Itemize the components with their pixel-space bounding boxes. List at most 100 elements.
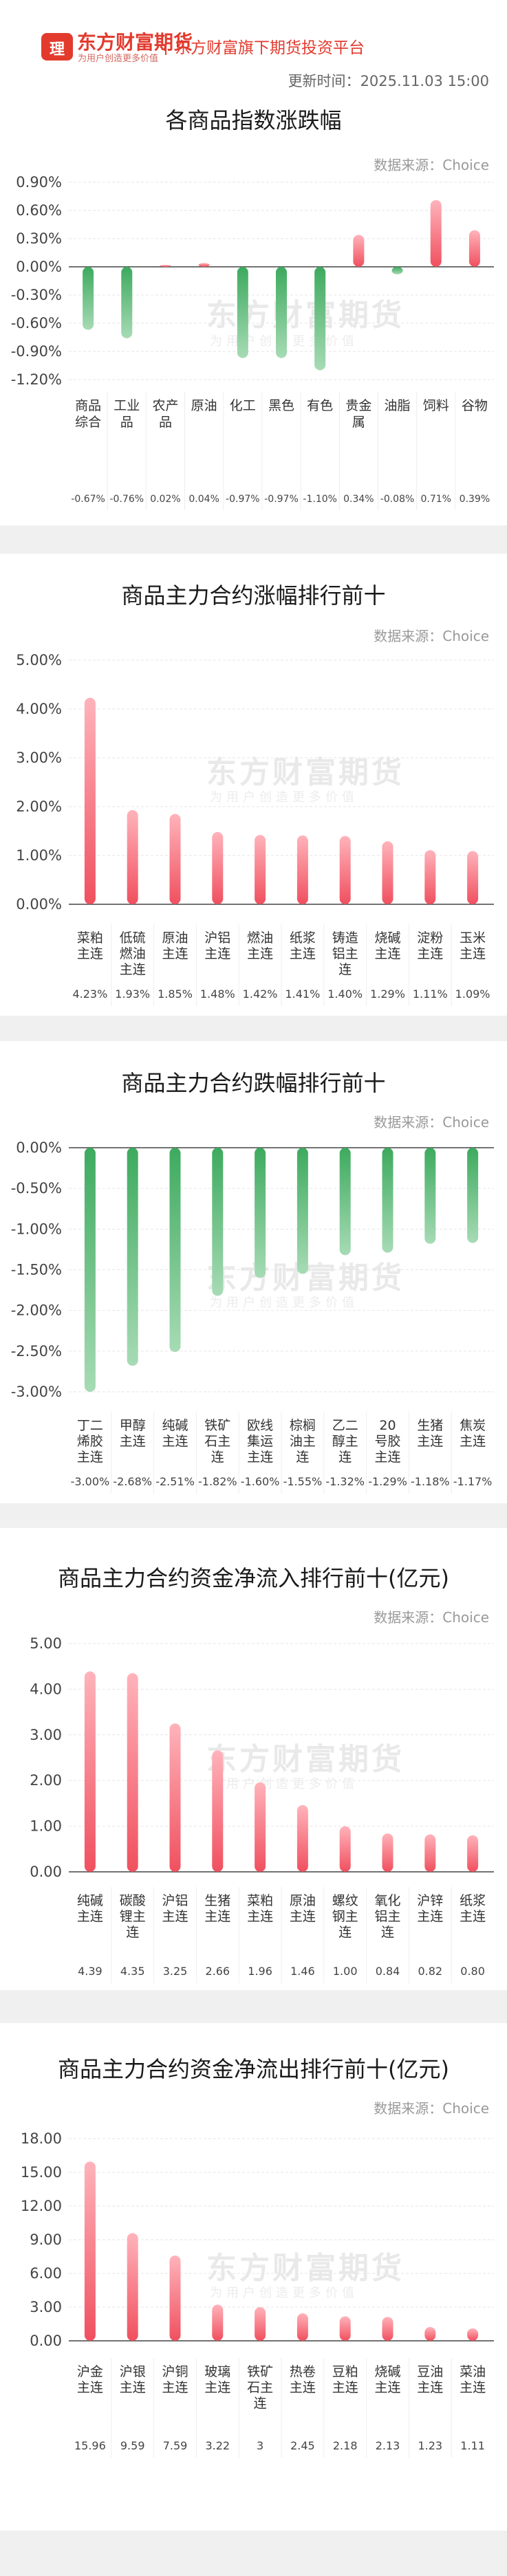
category-label: 螺纹 [332,1893,358,1908]
update-time-label: 更新时间： [288,73,360,89]
value-label: 1.93% [115,987,150,1001]
category-label: 烧碱 [374,930,400,946]
category-label: 醇主 [332,1434,358,1449]
y-tick-label: -0.60% [11,315,62,331]
bar-5 [255,835,266,904]
category-label: 主连 [460,1434,486,1449]
brand-name: 东方财富期货 [77,31,193,54]
value-label: -1.18% [411,1475,450,1488]
category-label: 主连 [374,2380,400,2395]
category-label: 主连 [204,2380,230,2395]
bar-6 [296,835,308,904]
category-label: 燃油 [247,930,273,946]
category-label: 连 [296,1450,309,1465]
category-label: 连 [338,1450,352,1465]
y-tick-label: -0.50% [11,1180,62,1197]
value-label: 0.34% [343,494,374,505]
bar-10 [430,199,442,267]
category-label: 号胶 [374,1434,400,1449]
y-tick-label: 4.00% [16,701,62,717]
category-label: 石主 [204,1434,230,1449]
value-label: 2.13 [376,2439,400,2452]
category-label: 贵金 [345,398,371,413]
bar-9 [391,267,403,274]
value-label: 9.59 [120,2439,145,2452]
update-time: 更新时间：2025.11.03 15:00 [288,70,489,91]
category-label: 铸造 [332,930,358,946]
chart-title: 商品主力合约资金净流入排行前十(亿元) [58,1565,449,1591]
category-label: 主连 [162,1909,188,1924]
top-losers-chart: 0.00% -0.50% -1.00% -1.50% -2.00% -2.50% -3.00… [11,1139,494,1494]
bar-7 [339,1826,351,1872]
category-label: 热卷 [290,2364,316,2379]
y-tick-label: 0.00% [16,896,62,913]
bar-10 [467,2328,479,2341]
value-label: -0.97% [264,494,299,505]
category-label: 主连 [247,1909,273,1924]
bar-5 [255,2307,266,2341]
y-tick-label: 1.00 [30,1818,62,1835]
category-label: 沪铜 [162,2364,188,2379]
category-label: 连 [254,2396,267,2411]
category-label: 主连 [417,2380,443,2395]
value-label: 7.59 [163,2439,188,2452]
category-label: 主连 [120,1434,146,1449]
category-label: 主连 [290,946,316,961]
category-label: 品 [120,415,133,430]
value-label: 1.41% [285,987,320,1001]
chart-title: 商品主力合约资金净流出排行前十(亿元) [58,2056,449,2082]
chart-card-net-outflow: 商品主力合约资金净流出排行前十(亿元) 数据来源：Choice 东方财富期货 为… [0,2023,507,2531]
category-label: 沪银 [120,2364,146,2379]
value-label: 3 [257,2439,263,2452]
bar-5 [237,267,248,358]
category-label: 棕榈 [290,1418,316,1433]
category-label: 欧线 [247,1418,273,1433]
y-tick-label: 2.00% [16,798,62,815]
value-label: -1.29% [368,1475,407,1488]
value-label: -3.00% [71,1475,110,1488]
brand-logo-icon: 理 [41,33,73,61]
bar-1 [84,1148,96,1392]
category-label: 原油 [191,398,217,413]
category-label: 玉米 [460,930,486,946]
category-label: 钢主 [332,1909,358,1924]
chart-title: 商品主力合约跌幅排行前十 [121,1070,386,1096]
y-tick-label: -1.50% [11,1262,62,1278]
chart-card-top-losers: 商品主力合约跌幅排行前十 数据来源：Choice 东方财富期货 为用户创造更多价… [0,1041,507,1503]
bar-3 [169,814,181,904]
chart-card-index-change: 各商品指数涨跌幅 数据来源：Choice 东方财富期货 为用户创造更多价值 0.… [0,91,507,525]
chart-card-net-inflow: 商品主力合约资金净流入排行前十(亿元) 数据来源：Choice 东方财富期货 为… [0,1528,507,1990]
y-tick-label: -1.20% [11,371,62,388]
chart-title: 商品主力合约涨幅排行前十 [121,582,386,609]
category-label: 铝主 [374,1909,400,1924]
bar-9 [424,2326,436,2341]
data-source: 数据来源：Choice [374,2100,489,2117]
bar-7 [314,267,326,371]
category-label: 集运 [247,1434,273,1449]
category-label: 农产 [152,398,178,413]
category-label: 生猪 [417,1418,443,1433]
value-label: 4.39 [78,1965,103,1978]
value-label: -0.67% [71,494,105,505]
category-label: 石主 [247,2380,273,2395]
bar-6 [296,1805,308,1872]
value-label: -0.08% [380,494,415,505]
bar-2 [121,267,133,338]
value-label: 1.00 [333,1965,358,1978]
category-label: 主连 [374,1450,400,1465]
category-label: 纸浆 [290,930,316,946]
value-label: 1.46 [290,1965,315,1978]
bar-3 [160,265,171,267]
bar-5 [255,1782,266,1872]
bar-10 [467,851,479,904]
category-label: 主连 [77,1909,103,1924]
category-label: 主连 [120,2380,146,2395]
category-label: 锂主 [120,1909,146,1924]
category-label: 20 [379,1418,396,1433]
category-label: 淀粉 [417,930,443,946]
y-tick-label: -3.00% [11,1384,62,1400]
value-label: 2.18 [333,2439,358,2452]
category-label: 沪金 [77,2364,103,2379]
y-tick-label: 0.60% [16,202,62,219]
y-tick-label: 0.00% [16,259,62,275]
